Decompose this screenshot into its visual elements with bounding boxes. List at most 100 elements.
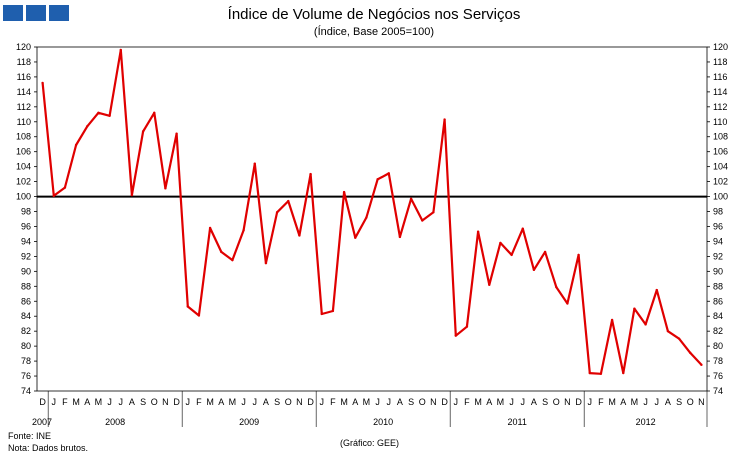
- x-month-label: A: [531, 397, 537, 407]
- footer-credit: (Gráfico: GEE): [340, 438, 400, 448]
- y-tick-label: 106: [16, 147, 31, 157]
- x-month-label: O: [419, 397, 426, 407]
- x-month-label: J: [588, 397, 593, 407]
- x-month-label: M: [631, 397, 639, 407]
- data-point: [599, 372, 603, 375]
- y-tick-label: 114: [17, 87, 31, 97]
- footer-source: Fonte: INE: [8, 431, 52, 441]
- x-month-label: S: [140, 397, 146, 407]
- data-point: [622, 371, 625, 375]
- data-point: [264, 261, 268, 265]
- y-tick-label-right: 110: [713, 117, 727, 127]
- data-point: [63, 186, 67, 189]
- logo-block-1: [3, 5, 23, 21]
- y-tick-label-right: 74: [713, 386, 723, 396]
- logo-block-3: [49, 5, 69, 21]
- y-tick-label-right: 120: [713, 42, 728, 52]
- x-month-label: A: [218, 397, 224, 407]
- data-point: [521, 227, 524, 230]
- y-tick-label-right: 108: [713, 132, 728, 142]
- x-month-label: N: [698, 397, 705, 407]
- y-axis-right: 74 76 78 80 82 84 86 88 90 92 94 96 98 100 102 104 106 10…: [707, 42, 728, 396]
- y-tick-label-right: 96: [713, 221, 723, 231]
- y-tick-label: 84: [21, 311, 31, 321]
- x-month-label: J: [107, 397, 112, 407]
- x-month-label: J: [655, 397, 660, 407]
- data-point: [700, 363, 703, 367]
- data-point: [153, 111, 156, 115]
- x-month-label: S: [408, 397, 414, 407]
- data-point: [331, 309, 335, 313]
- x-month-label: S: [542, 397, 548, 407]
- x-month-label: F: [62, 397, 68, 407]
- data-point: [208, 226, 212, 230]
- data-point: [666, 329, 670, 333]
- x-month-label: J: [320, 397, 325, 407]
- data-point: [275, 211, 279, 214]
- data-point: [130, 193, 134, 197]
- data-point: [242, 229, 245, 232]
- y-axis-left: 74 76 78 80 82 84 86 88 90 92 94 96 98 100 102 104 106 10…: [16, 42, 37, 396]
- x-month-label: D: [173, 397, 180, 407]
- series-points: [41, 48, 703, 375]
- x-month-label: A: [352, 397, 358, 407]
- y-tick-label-right: 78: [713, 356, 723, 366]
- data-point: [543, 250, 547, 254]
- data-point: [432, 211, 435, 214]
- x-month-label: F: [464, 397, 470, 407]
- y-tick-label-right: 112: [713, 102, 727, 112]
- x-month-label: J: [509, 397, 514, 407]
- data-point: [220, 250, 223, 254]
- data-point: [342, 190, 346, 194]
- x-year-label: 2012: [636, 417, 656, 427]
- y-tick-label-right: 92: [713, 251, 723, 261]
- x-month-label: D: [39, 397, 46, 407]
- data-point: [86, 125, 89, 128]
- x-month-label: D: [441, 397, 448, 407]
- y-tick-label-right: 76: [713, 371, 723, 381]
- x-month-label: M: [340, 397, 348, 407]
- data-point: [610, 318, 614, 322]
- data-point: [197, 314, 201, 317]
- y-tick-label: 80: [21, 341, 31, 351]
- x-month-label: J: [521, 397, 526, 407]
- series-line: [41, 48, 703, 375]
- data-point: [231, 258, 234, 262]
- y-tick-label-right: 114: [713, 87, 727, 97]
- x-month-label: M: [206, 397, 214, 407]
- x-month-label: M: [95, 397, 103, 407]
- x-month-label: O: [285, 397, 292, 407]
- data-point: [309, 172, 312, 176]
- x-month-label: N: [296, 397, 303, 407]
- x-month-label: N: [162, 397, 169, 407]
- y-tick-label-right: 106: [713, 147, 728, 157]
- x-month-label: J: [119, 397, 124, 407]
- data-point: [566, 302, 569, 305]
- y-tick-label-right: 100: [713, 192, 728, 202]
- x-month-label: D: [575, 397, 582, 407]
- plot-area-frame: [36, 46, 708, 392]
- chart-title: Índice de Volume de Negócios nos Serviço…: [227, 6, 521, 23]
- data-point: [577, 253, 580, 257]
- data-point: [175, 132, 178, 135]
- data-point: [465, 325, 469, 328]
- y-tick-label: 90: [21, 266, 31, 276]
- x-month-label: A: [263, 397, 269, 407]
- x-month-label: S: [676, 397, 682, 407]
- x-month-label: J: [241, 397, 246, 407]
- y-tick-label-right: 102: [713, 177, 728, 187]
- data-point: [387, 172, 390, 175]
- data-point: [287, 199, 290, 203]
- y-tick-label: 118: [17, 57, 31, 67]
- y-tick-label: 100: [16, 192, 31, 202]
- y-tick-label: 82: [21, 326, 31, 336]
- data-point: [298, 234, 301, 237]
- y-tick-label: 88: [21, 281, 31, 291]
- data-point: [108, 114, 111, 118]
- x-year-label: 2008: [105, 417, 125, 427]
- x-month-label: F: [598, 397, 604, 407]
- data-point: [488, 283, 491, 287]
- y-tick-label: 96: [21, 221, 31, 231]
- x-month-label: M: [363, 397, 371, 407]
